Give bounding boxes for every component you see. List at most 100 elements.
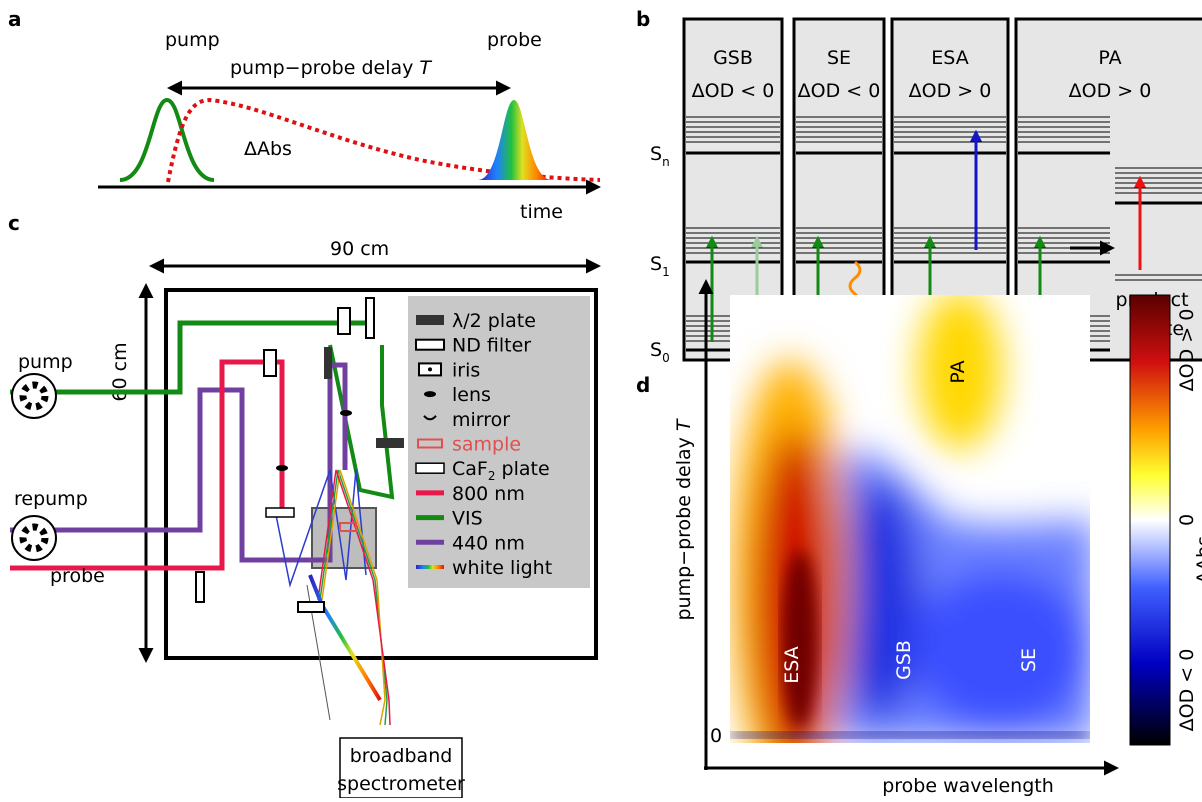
rect xyxy=(730,732,1090,738)
tspan: T xyxy=(419,57,432,79)
spectrometer-label: broadband xyxy=(350,745,453,767)
tspan: n xyxy=(662,155,670,169)
path xyxy=(166,97,601,183)
rect xyxy=(195,571,205,603)
legend-label: lens xyxy=(452,384,491,406)
legend-text: ND filter xyxy=(452,335,531,357)
g: GSB ΔOD < 0 SE ΔOD < 0 ESA ΔOD > 0 PA ΔO… xyxy=(692,47,1189,340)
g: ESA GSB SE PA xyxy=(781,360,1040,683)
column-sign: ΔOD > 0 xyxy=(1069,80,1152,102)
region-label: PA xyxy=(947,360,969,383)
height-label: 60 cm xyxy=(109,342,131,401)
tspan: S xyxy=(650,253,662,275)
tspan: 0 xyxy=(662,351,670,365)
panel-a: a pump probe pump−probe delay T ΔAbs tim… xyxy=(8,7,601,223)
path xyxy=(119,97,215,182)
colorbar-label: 0 xyxy=(1176,514,1198,526)
beam-label: pump xyxy=(18,351,73,373)
polyline xyxy=(10,320,370,395)
tspan: pump−probe delay xyxy=(230,57,419,79)
legend-label: iris xyxy=(452,359,480,381)
path xyxy=(319,469,388,726)
rect xyxy=(324,347,332,379)
column-sign: ΔOD > 0 xyxy=(909,80,992,102)
panel-label: c xyxy=(8,211,20,235)
panel-d: d ESA GSB SE PA pump−probe delay T probe… xyxy=(636,279,1202,797)
polyline xyxy=(328,344,395,500)
beam-label: probe xyxy=(50,565,105,587)
g xyxy=(19,381,49,553)
legend-text: 2 xyxy=(488,469,496,483)
ellipse xyxy=(276,465,288,471)
g xyxy=(275,469,391,726)
ellipse xyxy=(910,570,1090,730)
colorbar-label: ΔAbs xyxy=(1193,536,1202,584)
rect xyxy=(1129,294,1171,746)
shape xyxy=(416,315,444,325)
shape xyxy=(417,438,443,449)
polyline xyxy=(10,362,348,563)
legend-label: white light xyxy=(452,557,552,579)
legend-text: lens xyxy=(452,384,491,406)
rect xyxy=(337,307,351,335)
rect xyxy=(376,438,404,448)
width-label: 90 cm xyxy=(330,238,389,260)
legend-text: plate xyxy=(495,458,549,480)
pump-label: pump xyxy=(165,29,220,51)
legend-label: sample xyxy=(452,434,521,456)
probe-label: probe xyxy=(487,29,542,51)
legend-label: VIS xyxy=(452,508,483,530)
legend-text: CaF xyxy=(452,458,488,480)
rect xyxy=(297,601,325,613)
column-sign: ΔOD < 0 xyxy=(798,80,881,102)
g xyxy=(11,373,57,561)
tspan: 1 xyxy=(662,265,670,279)
circle xyxy=(19,381,49,411)
column-name: PA xyxy=(1098,47,1121,69)
panel-label: d xyxy=(636,373,650,397)
rect xyxy=(265,507,295,518)
column-name: SE xyxy=(827,47,851,69)
panel-c: c 90 cm 60 cm pump repump probe λ/2 plat… xyxy=(8,211,601,799)
delay-label: pump−probe delay T xyxy=(230,57,432,79)
legend-text: 800 nm xyxy=(452,483,525,505)
polyline xyxy=(10,359,285,571)
rect xyxy=(164,288,598,660)
shape xyxy=(428,367,432,372)
ellipse xyxy=(340,410,352,416)
ellipse xyxy=(840,480,920,720)
legend-text: 440 nm xyxy=(452,532,525,554)
region-label: SE xyxy=(1018,648,1040,672)
level-label: Sn xyxy=(650,143,670,169)
circle xyxy=(11,515,57,561)
x-axis-label: probe wavelength xyxy=(882,775,1054,797)
signal-label: ΔAbs xyxy=(244,138,292,160)
region-label: GSB xyxy=(893,640,915,680)
rect xyxy=(365,297,375,339)
colorbar-label: ΔOD < 0 xyxy=(1176,649,1198,732)
legend-text: mirror xyxy=(452,409,510,431)
legend-label: λ/2 plate xyxy=(452,310,536,332)
rect xyxy=(339,737,463,799)
shape xyxy=(416,565,444,569)
legend-text: sample xyxy=(452,434,521,456)
path xyxy=(478,100,552,180)
level-label: S0 xyxy=(650,339,670,365)
tspan: T xyxy=(673,418,695,431)
g: ΔOD > 0 0 ΔAbs ΔOD < 0 xyxy=(1176,309,1202,732)
panel-label: b xyxy=(636,7,650,31)
legend-text: VIS xyxy=(452,508,483,530)
rect xyxy=(339,522,357,532)
circle xyxy=(19,523,49,553)
column-name: ESA xyxy=(931,47,968,69)
shape xyxy=(423,415,437,421)
column-sign: ΔOD < 0 xyxy=(692,80,775,102)
ellipse xyxy=(918,295,1002,450)
path xyxy=(317,469,391,726)
tspan: S xyxy=(650,339,662,361)
column-name: GSB xyxy=(713,47,753,69)
y-axis-label: pump−probe delay T xyxy=(673,418,695,620)
panel-label: a xyxy=(8,7,22,31)
